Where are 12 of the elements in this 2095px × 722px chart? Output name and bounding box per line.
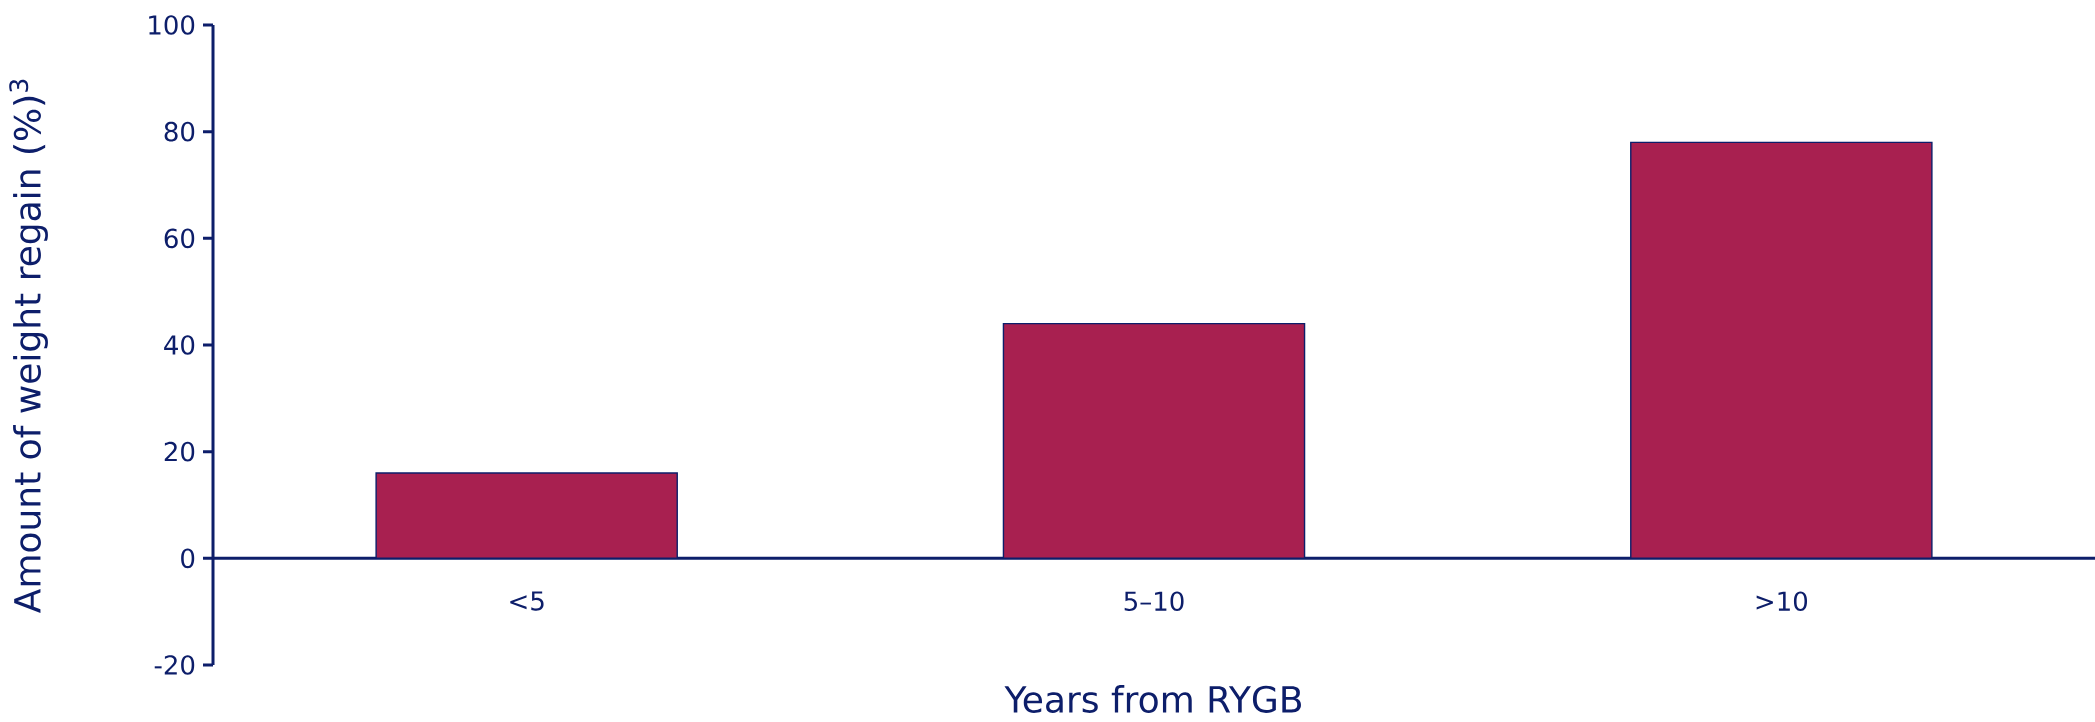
x-tick-label: <5 bbox=[510, 591, 544, 611]
x-axis-title: Years from RYGB bbox=[1004, 685, 1301, 713]
y-tick-label: 80 bbox=[164, 121, 195, 142]
y-axis-title: Amount of weight regain (%)$^{3}$ bbox=[9, 79, 48, 613]
y-tick-label: -20 bbox=[154, 655, 195, 675]
x-tick-label: >10 bbox=[1756, 591, 1808, 612]
y-tick-label: 20 bbox=[164, 441, 195, 462]
y-tick-label: 40 bbox=[164, 335, 195, 355]
y-tick-label: 60 bbox=[164, 228, 195, 249]
y-tick-label: 0 bbox=[181, 548, 195, 569]
y-tick-label: 100 bbox=[149, 15, 195, 35]
x-tick-label: 5–10 bbox=[1124, 591, 1184, 612]
